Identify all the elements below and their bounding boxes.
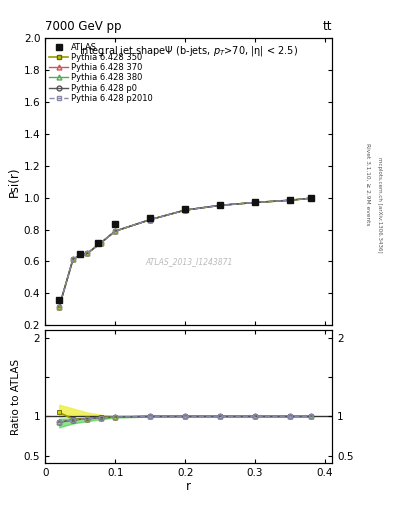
Text: 7000 GeV pp: 7000 GeV pp [45, 20, 122, 33]
Text: mcplots.cern.ch [arXiv:1306.3436]: mcplots.cern.ch [arXiv:1306.3436] [377, 157, 382, 252]
Y-axis label: Ratio to ATLAS: Ratio to ATLAS [11, 359, 21, 435]
Legend: ATLAS, Pythia 6.428 350, Pythia 6.428 370, Pythia 6.428 380, Pythia 6.428 p0, Py: ATLAS, Pythia 6.428 350, Pythia 6.428 37… [48, 41, 154, 104]
Text: Rivet 3.1.10, ≥ 2.9M events: Rivet 3.1.10, ≥ 2.9M events [365, 143, 370, 226]
Text: ATLAS_2013_I1243871: ATLAS_2013_I1243871 [145, 258, 232, 267]
Text: Integral jet shapeΨ (b-jets, $p_T$>70, |η| < 2.5): Integral jet shapeΨ (b-jets, $p_T$>70, |… [79, 44, 298, 58]
Text: tt: tt [323, 20, 332, 33]
X-axis label: r: r [186, 480, 191, 493]
Y-axis label: Psi(r): Psi(r) [8, 166, 21, 197]
